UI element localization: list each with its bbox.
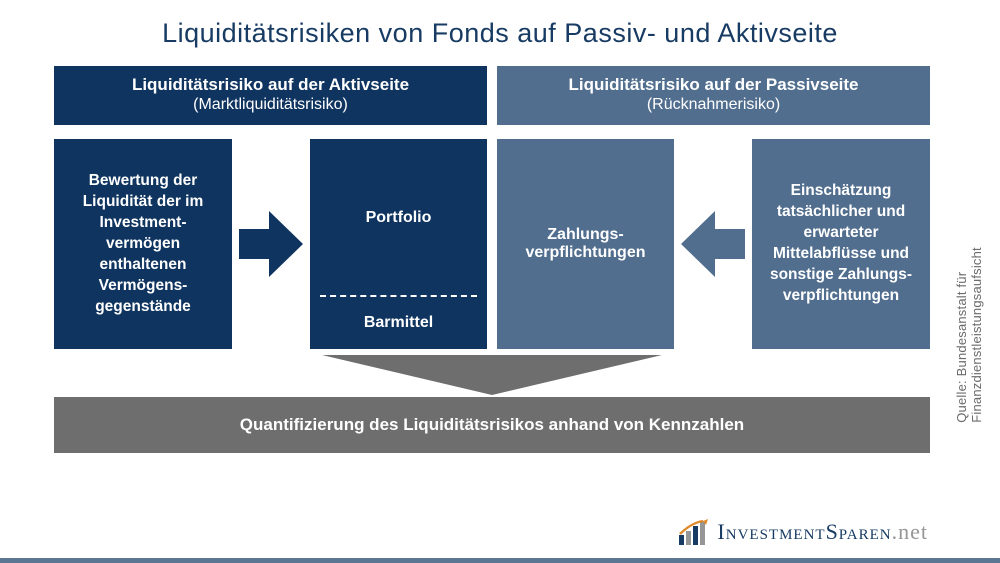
diagram-content: Liquiditätsrisiko auf der Aktivseite (Ma… (54, 66, 930, 453)
bottom-bar: Quantifizierung des Liquiditätsrisikos a… (54, 397, 930, 453)
brand-logo: InvestmentSparen.net (679, 519, 928, 545)
box-zahlungen: Zahlungs-verpflichtungen (497, 139, 674, 349)
barmittel-label: Barmittel (310, 297, 487, 349)
arrow-right-1 (232, 139, 310, 349)
arrow-down-icon (322, 355, 662, 395)
arrow-left-icon (681, 211, 745, 277)
arrow-left-1 (674, 139, 752, 349)
source-credit: Quelle: Bundesanstalt für Finanzdienstle… (954, 141, 984, 423)
arrow-right-icon (239, 211, 303, 277)
footer-accent-bar (0, 558, 1000, 563)
box-zahlungen-text: Zahlungs-verpflichtungen (497, 226, 674, 262)
header-left-main: Liquiditätsrisiko auf der Aktivseite (64, 74, 477, 95)
box-einschaetzung-text: Einschätzung tatsächlicher und erwartete… (762, 181, 920, 307)
header-left-sub: (Marktliquiditätsrisiko) (64, 95, 477, 115)
middle-row: Bewertung der Liquidität der im Investme… (54, 139, 930, 349)
logo-text: InvestmentSparen.net (717, 519, 928, 545)
page-title: Liquiditätsrisiken von Fonds auf Passiv-… (0, 0, 1000, 65)
box-bewertung-text: Bewertung der Liquidität der im Investme… (64, 171, 222, 317)
box-bewertung: Bewertung der Liquidität der im Investme… (54, 139, 232, 349)
box-portfolio: Portfolio Barmittel (310, 139, 487, 349)
header-box-passivseite: Liquiditätsrisiko auf der Passivseite (R… (497, 66, 930, 125)
header-right-main: Liquiditätsrisiko auf der Passivseite (507, 74, 920, 95)
header-box-aktivseite: Liquiditätsrisiko auf der Aktivseite (Ma… (54, 66, 487, 125)
header-right-sub: (Rücknahmerisiko) (507, 95, 920, 115)
box-einschaetzung: Einschätzung tatsächlicher und erwartete… (752, 139, 930, 349)
header-row: Liquiditätsrisiko auf der Aktivseite (Ma… (54, 66, 930, 125)
logo-icon (679, 519, 709, 545)
down-arrow-wrap (54, 355, 930, 395)
portfolio-label: Portfolio (310, 139, 487, 297)
center-pair: Portfolio Barmittel Zahlungs-verpflichtu… (310, 139, 674, 349)
